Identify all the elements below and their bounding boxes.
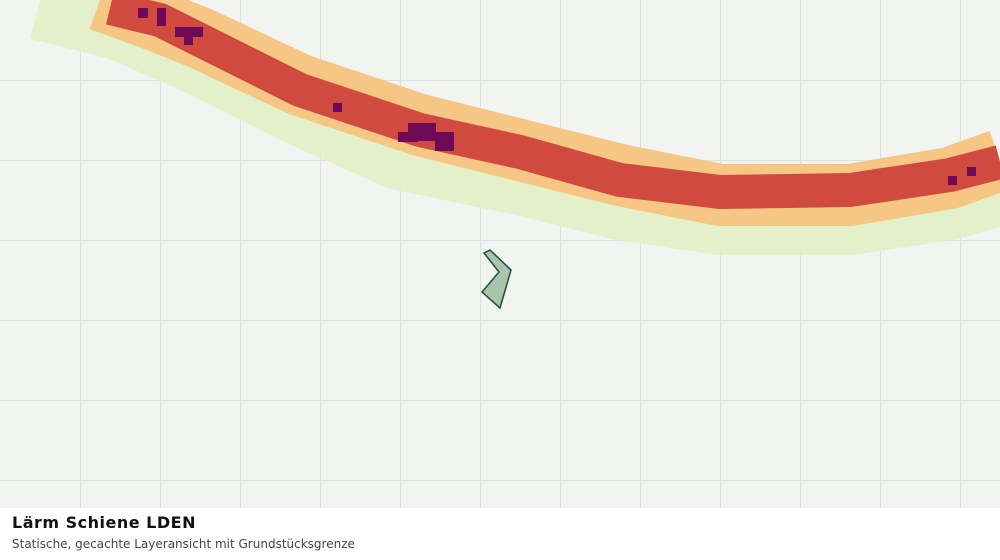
legend-subtitle: Statische, gecachte Layeransicht mit Gru… (12, 537, 355, 551)
noise-band-high (106, 0, 1000, 209)
legend-title: Lärm Schiene LDEN (12, 513, 196, 532)
map (0, 0, 1000, 508)
hotspot (157, 8, 166, 26)
hotspot (138, 8, 148, 18)
hotspot (184, 36, 193, 45)
hotspot (408, 123, 436, 141)
hotspot (435, 132, 454, 151)
hotspot (333, 103, 342, 112)
hotspot (967, 167, 976, 176)
hotspot (948, 176, 957, 185)
hotspot (175, 27, 203, 37)
noise-hotspots (138, 8, 976, 185)
parcel-boundary[interactable] (480, 249, 512, 310)
